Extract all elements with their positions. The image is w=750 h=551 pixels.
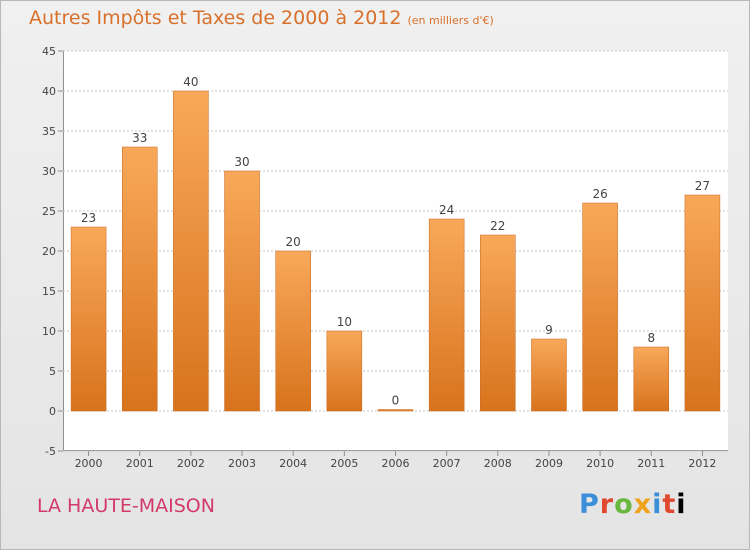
x-tick-label: 2009 xyxy=(535,457,563,470)
logo-letter: i xyxy=(652,489,663,520)
data-label: 33 xyxy=(132,131,147,145)
x-tick-label: 2004 xyxy=(279,457,307,470)
chart-subtitle: (en milliers d'€) xyxy=(407,14,494,27)
data-label: 24 xyxy=(439,203,454,217)
bar-2009 xyxy=(531,338,567,412)
grid-lines xyxy=(63,50,728,452)
commune-name: LA HAUTE-MAISON xyxy=(37,495,215,517)
x-tick-label: 2007 xyxy=(433,457,461,470)
logo-letter: P xyxy=(579,489,600,520)
bar-2004 xyxy=(275,250,311,412)
bar-2008 xyxy=(480,234,516,412)
x-tick-label: 2011 xyxy=(637,457,665,470)
data-label: 30 xyxy=(234,155,249,169)
data-label: 10 xyxy=(337,315,352,329)
y-tick-label: 0 xyxy=(49,405,56,418)
data-label: 26 xyxy=(592,187,607,201)
bar-2010 xyxy=(582,202,618,412)
bar-2000 xyxy=(70,226,107,412)
y-tick-label: 35 xyxy=(42,125,56,138)
x-axis: 2000 2001 2002 2003 2004 2005 2006 2007 2008 2009… xyxy=(75,451,716,470)
x-tick-label: 2003 xyxy=(228,457,256,470)
y-axis: -5 0 5 10 15 20 25 30 35 40 45 xyxy=(42,45,63,458)
chart-title: Autres Impôts et Taxes de 2000 à 2012 (en… xyxy=(29,7,494,29)
bar-2005 xyxy=(326,330,363,412)
y-tick-label: -5 xyxy=(45,445,56,458)
proxiti-logo: Proxiti xyxy=(579,489,687,520)
y-tick-label: 20 xyxy=(42,245,56,258)
bar-2001 xyxy=(121,146,158,412)
bar-2006 xyxy=(377,409,414,412)
logo-letter: x xyxy=(633,489,653,520)
x-tick-label: 2006 xyxy=(382,457,410,470)
y-tick-label: 5 xyxy=(49,365,56,378)
logo-letter: r xyxy=(599,489,615,520)
y-tick-label: 15 xyxy=(42,285,56,298)
x-tick-label: 2010 xyxy=(586,457,614,470)
y-tick-label: 10 xyxy=(42,325,56,338)
data-labels: 23 33 40 30 20 10 0 24 22 9 26 8 27 xyxy=(81,75,710,408)
bars xyxy=(70,90,721,412)
bar-2012 xyxy=(684,194,721,412)
data-label: 9 xyxy=(545,323,553,337)
bar-2011 xyxy=(633,346,670,412)
logo-letter: t xyxy=(662,489,677,520)
bar-2003 xyxy=(224,170,260,412)
x-tick-label: 2001 xyxy=(126,457,154,470)
x-tick-label: 2005 xyxy=(330,457,358,470)
data-label: 0 xyxy=(392,394,400,408)
y-tick-label: 30 xyxy=(42,165,56,178)
x-tick-label: 2002 xyxy=(177,457,205,470)
y-tick-label: 40 xyxy=(42,85,56,98)
x-tick-label: 2012 xyxy=(688,457,716,470)
x-tick-label: 2000 xyxy=(75,457,103,470)
y-tick-label: 25 xyxy=(42,205,56,218)
logo-letter: o xyxy=(614,489,634,520)
data-label: 22 xyxy=(490,219,505,233)
chart-title-text: Autres Impôts et Taxes de 2000 à 2012 xyxy=(29,7,402,29)
data-label: 20 xyxy=(286,235,301,249)
y-tick-label: 45 xyxy=(42,45,56,58)
data-label: 8 xyxy=(647,331,655,345)
data-label: 40 xyxy=(183,75,198,89)
bar-2007 xyxy=(428,218,465,412)
x-tick-label: 2008 xyxy=(484,457,512,470)
data-label: 23 xyxy=(81,211,96,225)
bar-2002 xyxy=(173,90,209,412)
data-label: 27 xyxy=(695,179,710,193)
logo-letter: i xyxy=(676,489,687,520)
